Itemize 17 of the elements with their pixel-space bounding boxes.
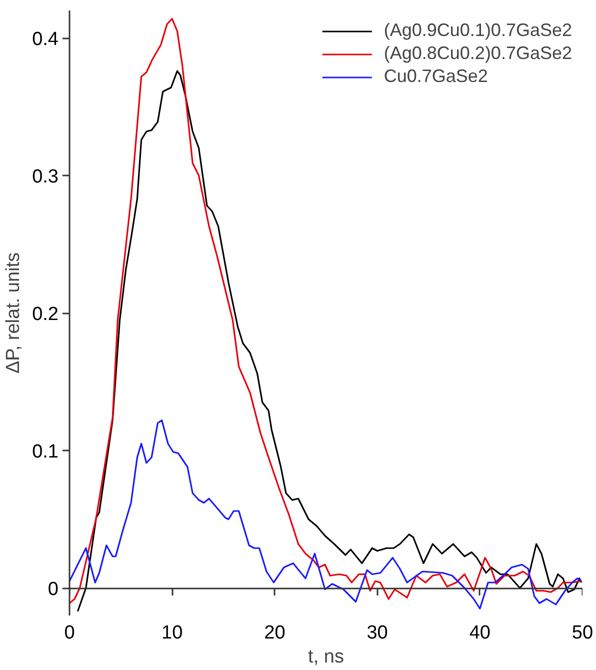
x-tick-label: 20 xyxy=(264,622,286,644)
x-tick-label: 30 xyxy=(366,622,388,644)
y-tick-label: 0 xyxy=(48,579,59,600)
line-series xyxy=(70,419,582,610)
x-axis-title: t, ns xyxy=(308,646,344,668)
y-tick-label: 0.4 xyxy=(32,29,59,50)
x-tick-label: 0 xyxy=(64,622,75,644)
legend-label: (Ag0.9Cu0.1)0.7GaSe2 xyxy=(384,20,572,41)
y-tick-label: 0.1 xyxy=(32,442,59,462)
legend-label: (Ag0.8Cu0.2)0.7GaSe2 xyxy=(384,43,572,64)
x-tick-label: 10 xyxy=(162,622,183,644)
x-tick-label: 40 xyxy=(469,622,490,644)
y-axis-title: ΔP, relat. units xyxy=(3,252,24,374)
y-tick-label: 0.2 xyxy=(32,304,59,325)
y-tick-label: 0.3 xyxy=(32,166,59,188)
legend-label: Cu0.7GaSe2 xyxy=(384,66,488,87)
x-tick-label: 50 xyxy=(572,622,594,644)
